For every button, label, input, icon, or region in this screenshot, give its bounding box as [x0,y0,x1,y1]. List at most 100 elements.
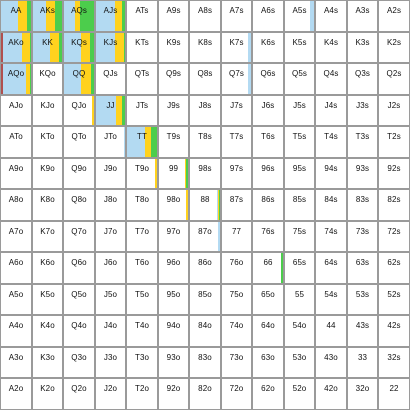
hand-cell-54o[interactable]: 54o [284,315,315,347]
hand-cell-q7s[interactable]: Q7s [221,63,252,95]
hand-cell-92s[interactable]: 92s [378,158,410,189]
hand-cell-ako[interactable]: AKo [0,32,32,63]
hand-cell-j2s[interactable]: J2s [378,95,410,126]
hand-cell-52s[interactable]: 52s [378,284,410,315]
hand-cell-75s[interactable]: 75s [284,221,315,252]
hand-cell-99[interactable]: 99 [158,158,189,189]
hand-cell-aks[interactable]: AKs [32,0,63,32]
hand-cell-q3s[interactable]: Q3s [347,63,378,95]
hand-cell-ats[interactable]: ATs [126,0,158,32]
hand-cell-j9o[interactable]: J9o [95,158,126,189]
hand-cell-qjo[interactable]: QJo [63,95,95,126]
hand-cell-j4s[interactable]: J4s [315,95,347,126]
hand-cell-77[interactable]: 77 [221,221,252,252]
hand-cell-jj[interactable]: JJ [95,95,126,126]
hand-cell-42o[interactable]: 42o [315,378,347,410]
hand-cell-j3s[interactable]: J3s [347,95,378,126]
hand-cell-q4s[interactable]: Q4s [315,63,347,95]
hand-cell-k5o[interactable]: K5o [32,284,63,315]
hand-cell-42s[interactable]: 42s [378,315,410,347]
hand-cell-87o[interactable]: 87o [189,221,221,252]
hand-cell-96s[interactable]: 96s [252,158,284,189]
hand-cell-k9s[interactable]: K9s [158,32,189,63]
hand-cell-t5s[interactable]: T5s [284,126,315,158]
hand-cell-86s[interactable]: 86s [252,189,284,221]
hand-cell-95o[interactable]: 95o [158,284,189,315]
hand-cell-k7o[interactable]: K7o [32,221,63,252]
hand-cell-k6o[interactable]: K6o [32,252,63,284]
hand-cell-82o[interactable]: 82o [189,378,221,410]
hand-cell-72o[interactable]: 72o [221,378,252,410]
hand-cell-a6s[interactable]: A6s [252,0,284,32]
hand-cell-t3s[interactable]: T3s [347,126,378,158]
hand-cell-a3o[interactable]: A3o [0,347,32,378]
hand-cell-aa[interactable]: AA [0,0,32,32]
hand-cell-88[interactable]: 88 [189,189,221,221]
hand-cell-a9s[interactable]: A9s [158,0,189,32]
hand-cell-q5o[interactable]: Q5o [63,284,95,315]
hand-cell-73s[interactable]: 73s [347,221,378,252]
hand-cell-qjs[interactable]: QJs [95,63,126,95]
hand-cell-t9s[interactable]: T9s [158,126,189,158]
hand-cell-q9o[interactable]: Q9o [63,158,95,189]
hand-cell-85o[interactable]: 85o [189,284,221,315]
hand-cell-j7o[interactable]: J7o [95,221,126,252]
hand-cell-t4o[interactable]: T4o [126,315,158,347]
hand-cell-k6s[interactable]: K6s [252,32,284,63]
hand-cell-a4o[interactable]: A4o [0,315,32,347]
hand-cell-73o[interactable]: 73o [221,347,252,378]
hand-cell-k8s[interactable]: K8s [189,32,221,63]
hand-cell-ajs[interactable]: AJs [95,0,126,32]
hand-cell-j6o[interactable]: J6o [95,252,126,284]
hand-cell-84s[interactable]: 84s [315,189,347,221]
hand-cell-93s[interactable]: 93s [347,158,378,189]
hand-cell-q8s[interactable]: Q8s [189,63,221,95]
hand-cell-22[interactable]: 22 [378,378,410,410]
hand-cell-q4o[interactable]: Q4o [63,315,95,347]
hand-cell-t6o[interactable]: T6o [126,252,158,284]
hand-cell-83s[interactable]: 83s [347,189,378,221]
hand-cell-a2o[interactable]: A2o [0,378,32,410]
hand-cell-k3o[interactable]: K3o [32,347,63,378]
hand-cell-j8o[interactable]: J8o [95,189,126,221]
hand-cell-87s[interactable]: 87s [221,189,252,221]
hand-cell-q2o[interactable]: Q2o [63,378,95,410]
hand-cell-66[interactable]: 66 [252,252,284,284]
hand-cell-a7o[interactable]: A7o [0,221,32,252]
hand-cell-96o[interactable]: 96o [158,252,189,284]
hand-cell-tt[interactable]: TT [126,126,158,158]
hand-cell-qq[interactable]: QQ [63,63,95,95]
hand-cell-aqs[interactable]: AQs [63,0,95,32]
hand-cell-kjo[interactable]: KJo [32,95,63,126]
hand-cell-qts[interactable]: QTs [126,63,158,95]
hand-cell-q2s[interactable]: Q2s [378,63,410,95]
hand-cell-a3s[interactable]: A3s [347,0,378,32]
hand-cell-t4s[interactable]: T4s [315,126,347,158]
hand-cell-k5s[interactable]: K5s [284,32,315,63]
hand-cell-98o[interactable]: 98o [158,189,189,221]
hand-cell-95s[interactable]: 95s [284,158,315,189]
hand-cell-q9s[interactable]: Q9s [158,63,189,95]
hand-cell-a5s[interactable]: A5s [284,0,315,32]
hand-cell-a5o[interactable]: A5o [0,284,32,315]
hand-cell-k2o[interactable]: K2o [32,378,63,410]
hand-cell-a8o[interactable]: A8o [0,189,32,221]
hand-cell-j5o[interactable]: J5o [95,284,126,315]
hand-cell-93o[interactable]: 93o [158,347,189,378]
hand-cell-a8s[interactable]: A8s [189,0,221,32]
hand-cell-jts[interactable]: JTs [126,95,158,126]
hand-cell-92o[interactable]: 92o [158,378,189,410]
hand-cell-97s[interactable]: 97s [221,158,252,189]
hand-cell-85s[interactable]: 85s [284,189,315,221]
hand-cell-t9o[interactable]: T9o [126,158,158,189]
hand-cell-kqs[interactable]: KQs [63,32,95,63]
hand-cell-q5s[interactable]: Q5s [284,63,315,95]
hand-cell-q6s[interactable]: Q6s [252,63,284,95]
hand-cell-74o[interactable]: 74o [221,315,252,347]
hand-cell-82s[interactable]: 82s [378,189,410,221]
hand-cell-k2s[interactable]: K2s [378,32,410,63]
hand-cell-t3o[interactable]: T3o [126,347,158,378]
hand-cell-q8o[interactable]: Q8o [63,189,95,221]
hand-cell-64s[interactable]: 64s [315,252,347,284]
hand-cell-54s[interactable]: 54s [315,284,347,315]
